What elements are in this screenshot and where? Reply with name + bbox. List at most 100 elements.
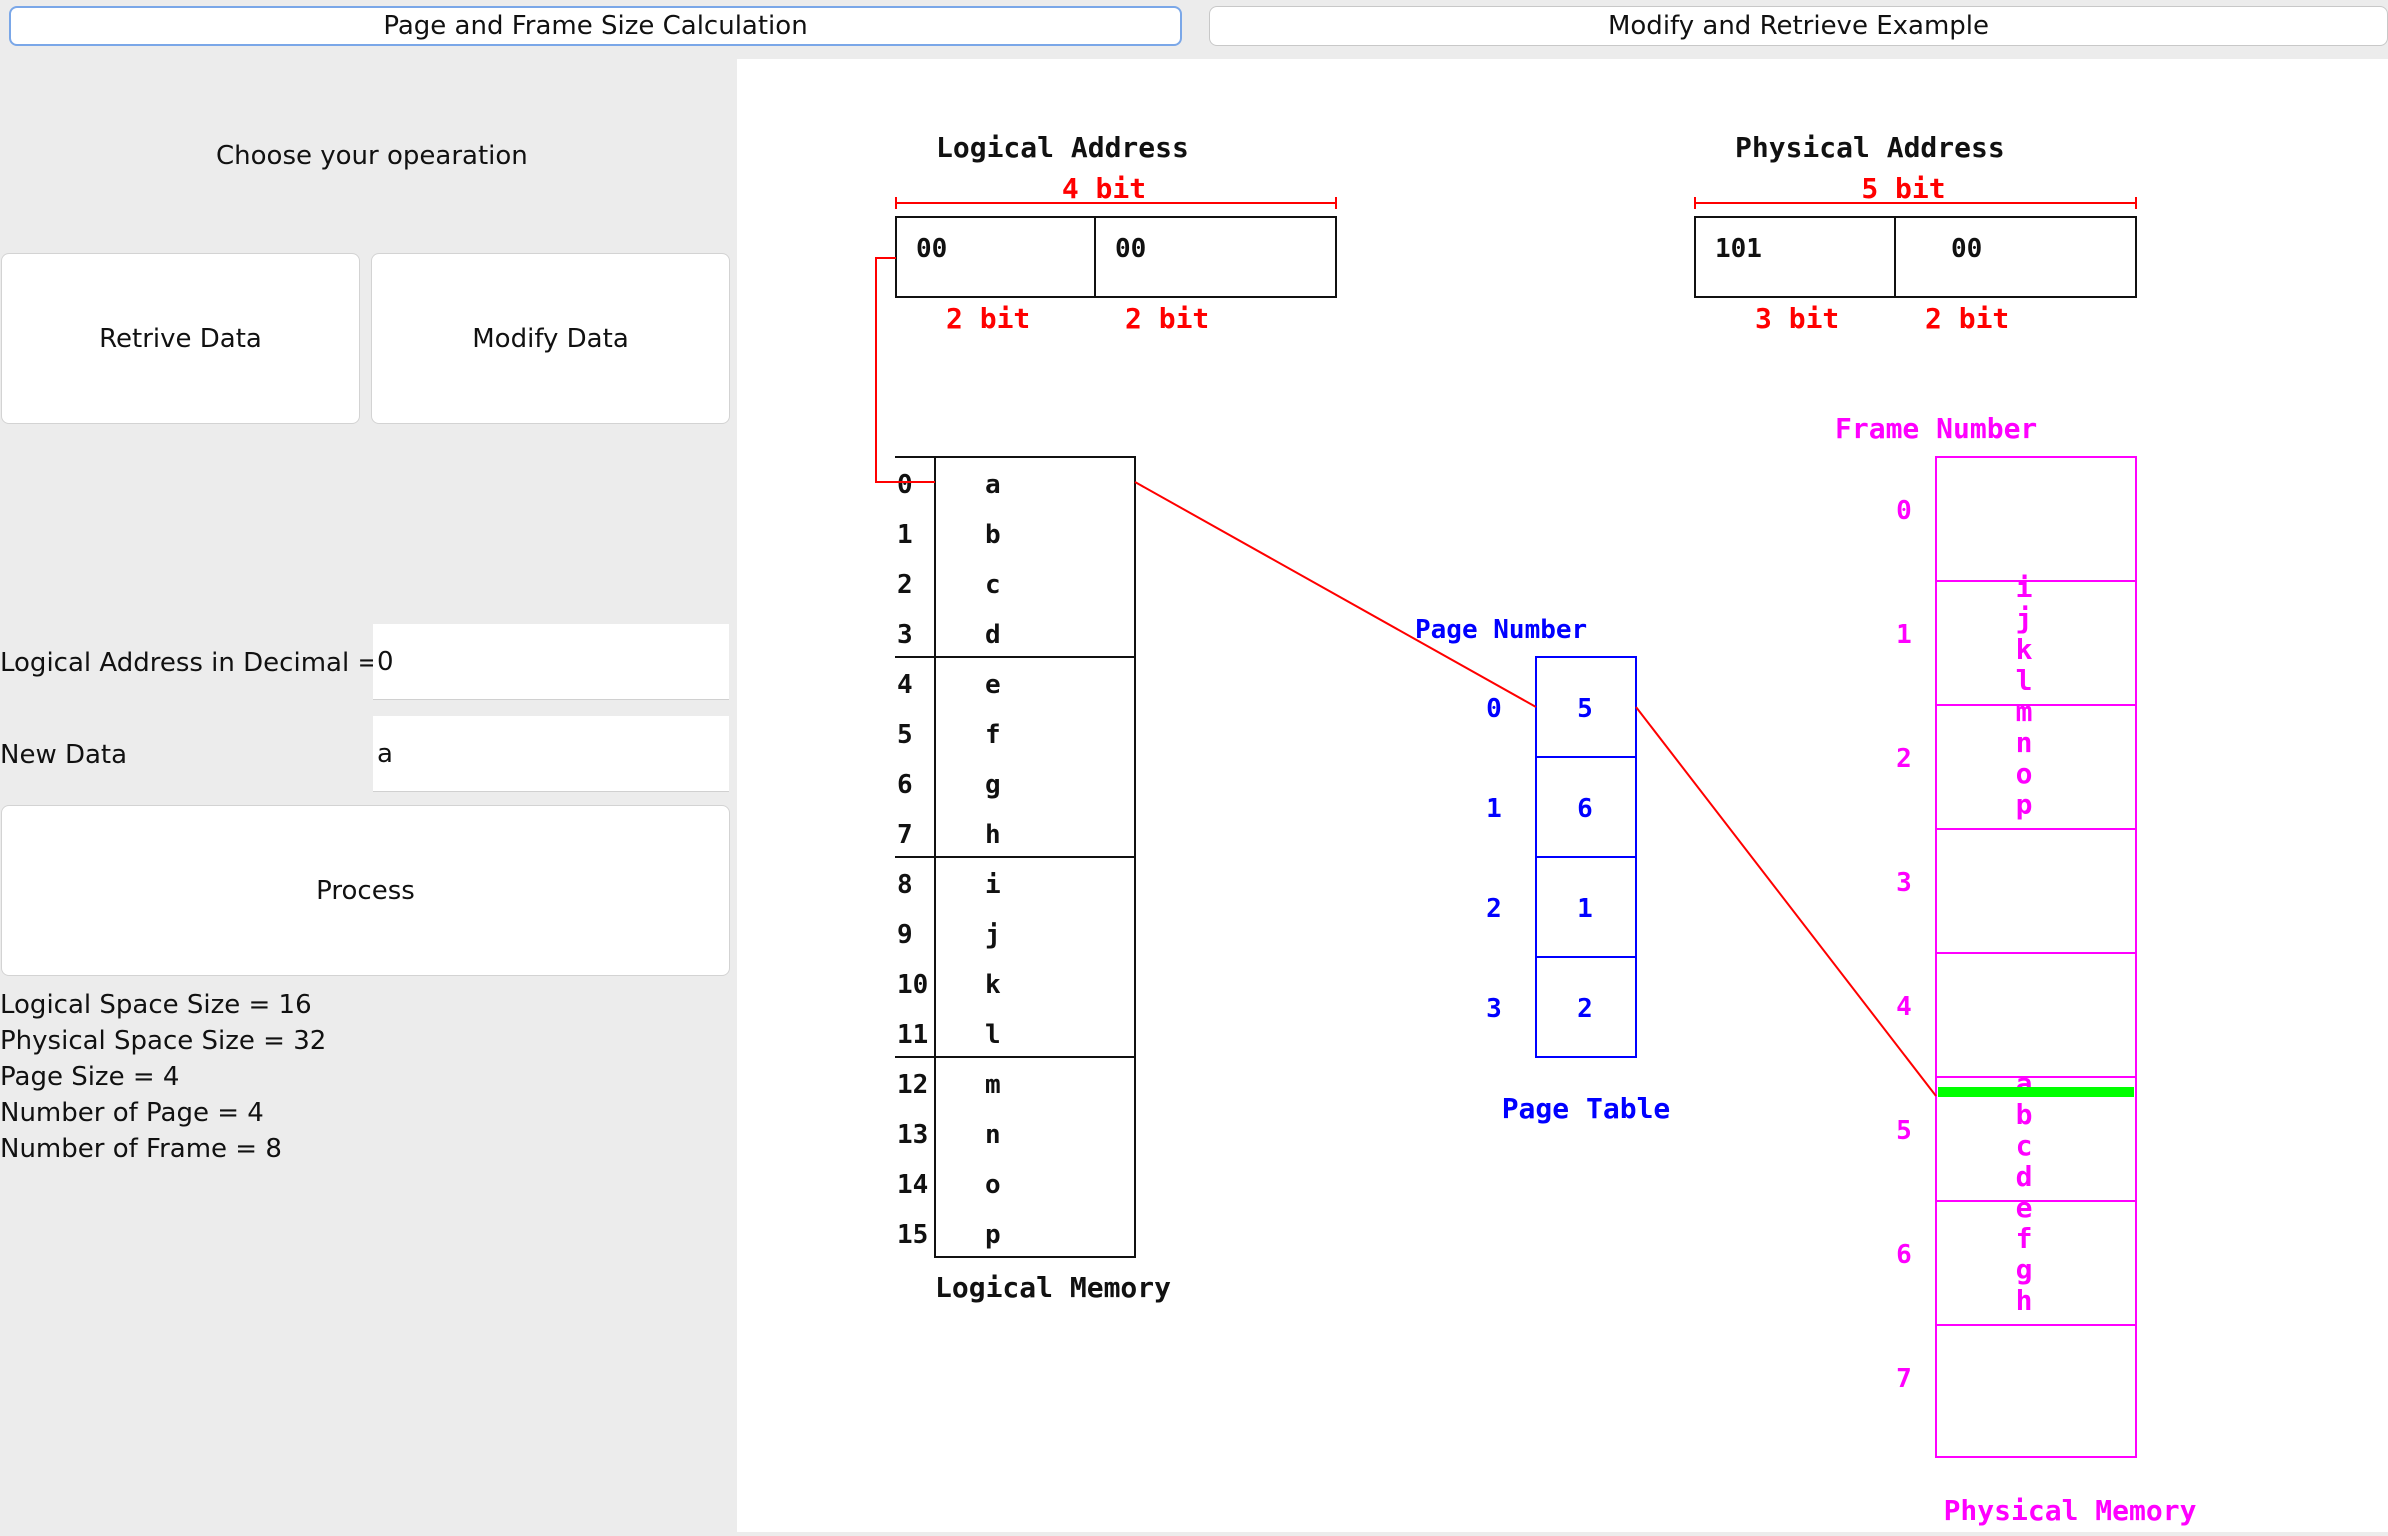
page-table-frame-entry: 5 xyxy=(1577,694,1593,724)
page-table-page-number: 3 xyxy=(1486,994,1502,1024)
tab-modify-retrieve-example[interactable]: Modify and Retrieve Example xyxy=(1209,6,2388,46)
logical-memory-index: 7 xyxy=(897,820,913,850)
physical-address-field-0-bits: 3 bit xyxy=(1755,302,1839,335)
logical-address-title: Logical Address xyxy=(936,131,1189,164)
logical-memory-cell: d xyxy=(985,620,1001,650)
logical-memory-cell: j xyxy=(985,920,1001,950)
logical-memory-cell: n xyxy=(985,1120,1001,1150)
physical-memory-cell: j xyxy=(2016,602,2033,635)
new-data-label: New Data xyxy=(0,740,128,770)
stat-number-of-page: Number of Page = 4 xyxy=(0,1098,264,1128)
page-table-page-number: 1 xyxy=(1486,794,1502,824)
logical-memory-cell: f xyxy=(985,720,1001,750)
logical-memory-cell: b xyxy=(985,520,1001,550)
logical-memory-cell: o xyxy=(985,1170,1001,1200)
logical-memory-cell: p xyxy=(985,1220,1001,1250)
page-table-frame-entry: 2 xyxy=(1577,994,1593,1024)
physical-memory-cell: c xyxy=(2016,1129,2033,1162)
physical-memory-cell: k xyxy=(2016,633,2033,666)
logical-memory-index: 11 xyxy=(897,1020,928,1050)
physical-memory-frame-number: 0 xyxy=(1896,496,1912,526)
logical-memory-index: 5 xyxy=(897,720,913,750)
physical-memory-cell: f xyxy=(2016,1222,2033,1255)
logical-memory-index: 4 xyxy=(897,670,913,700)
stat-physical-space: Physical Space Size = 32 xyxy=(0,1026,327,1056)
physical-memory-cell: n xyxy=(2016,726,2033,759)
physical-memory-cell: i xyxy=(2016,571,2033,604)
logical-memory-cell: g xyxy=(985,770,1001,800)
logical-memory-index: 1 xyxy=(897,520,913,550)
logical-memory-index: 13 xyxy=(897,1120,928,1150)
logical-memory-index: 8 xyxy=(897,870,913,900)
physical-address-box xyxy=(1694,216,2137,298)
logical-memory-index: 15 xyxy=(897,1220,928,1250)
page-table-frame-entry: 1 xyxy=(1577,894,1593,924)
physical-memory-cell: h xyxy=(2016,1284,2033,1317)
physical-memory-title: Physical Memory xyxy=(1944,1494,2197,1527)
logical-memory-cell: e xyxy=(985,670,1001,700)
physical-memory-frame-number: 5 xyxy=(1896,1116,1912,1146)
logical-address-field-0-bits: 2 bit xyxy=(946,302,1030,335)
page-table-frame-entry: 6 xyxy=(1577,794,1593,824)
logical-memory-cell: i xyxy=(985,870,1001,900)
logical-address-link xyxy=(875,257,935,483)
logical-address-label: Logical Address in Decimal = xyxy=(0,648,380,678)
logical-address-field-1: 00 xyxy=(1115,234,1146,264)
page-table-title: Page Table xyxy=(1502,1092,1671,1125)
physical-memory-cell: p xyxy=(2016,788,2033,821)
pagetable-to-physical-link xyxy=(1635,706,1937,1097)
physical-memory-highlight xyxy=(1938,1087,2134,1097)
physical-memory-header: Frame Number xyxy=(1835,412,2037,445)
logical-memory-index: 0 xyxy=(897,470,913,500)
physical-address-field-0: 101 xyxy=(1715,234,1762,264)
physical-memory-frame-number: 3 xyxy=(1896,868,1912,898)
logical-memory-index: 6 xyxy=(897,770,913,800)
logical-memory-cell: m xyxy=(985,1070,1001,1100)
logical-memory-cell: l xyxy=(985,1020,1001,1050)
physical-memory-frame-number: 7 xyxy=(1896,1364,1912,1394)
physical-memory-frame-number: 1 xyxy=(1896,620,1912,650)
logical-address-input[interactable]: 0 xyxy=(373,624,729,700)
logical-memory-cell: h xyxy=(985,820,1001,850)
tab-page-frame-calculation[interactable]: Page and Frame Size Calculation xyxy=(9,6,1182,46)
logical-memory-index: 12 xyxy=(897,1070,928,1100)
physical-memory-cell: m xyxy=(2016,695,2033,728)
stat-number-of-frame: Number of Frame = 8 xyxy=(0,1134,282,1164)
logical-memory-title: Logical Memory xyxy=(935,1271,1171,1304)
physical-memory-cell: b xyxy=(2016,1098,2033,1131)
logical-address-field-1-bits: 2 bit xyxy=(1125,302,1209,335)
paging-diagram: Logical Address 4 bit 00 00 2 bit 2 bit Physic… xyxy=(737,59,2388,1532)
modify-data-button[interactable]: Modify Data xyxy=(371,253,730,424)
physical-memory-cell: l xyxy=(2016,664,2033,697)
logical-memory-cell: a xyxy=(985,470,1001,500)
retrieve-data-button[interactable]: Retrive Data xyxy=(1,253,360,424)
logical-memory-index: 14 xyxy=(897,1170,928,1200)
page-table-header: Page Number xyxy=(1415,615,1587,645)
physical-memory-frame-number: 6 xyxy=(1896,1240,1912,1270)
physical-memory-cell: o xyxy=(2016,757,2033,790)
physical-address-field-1-bits: 2 bit xyxy=(1925,302,2009,335)
physical-memory-cell: d xyxy=(2016,1160,2033,1193)
logical-memory-index: 9 xyxy=(897,920,913,950)
physical-memory-cell: e xyxy=(2016,1191,2033,1224)
physical-address-total-bits: 5 bit xyxy=(1861,172,1945,205)
process-button[interactable]: Process xyxy=(1,805,730,976)
logical-memory-index: 2 xyxy=(897,570,913,600)
logical-memory-cell: k xyxy=(985,970,1001,1000)
physical-memory-cell: g xyxy=(2016,1253,2033,1286)
logical-memory-index: 10 xyxy=(897,970,928,1000)
stat-logical-space: Logical Space Size = 16 xyxy=(0,990,312,1020)
operation-prompt: Choose your opearation xyxy=(216,141,528,171)
physical-address-field-1: 00 xyxy=(1951,234,1982,264)
page-table-page-number: 2 xyxy=(1486,894,1502,924)
logical-to-pagetable-link xyxy=(1134,481,1537,708)
new-data-input[interactable]: a xyxy=(373,716,729,792)
logical-memory-index: 3 xyxy=(897,620,913,650)
physical-memory-frame-number: 2 xyxy=(1896,744,1912,774)
stat-page-size: Page Size = 4 xyxy=(0,1062,180,1092)
logical-address-total-bits: 4 bit xyxy=(1062,172,1146,205)
logical-address-field-0: 00 xyxy=(916,234,947,264)
physical-memory-frame-number: 4 xyxy=(1896,992,1912,1022)
physical-memory-box xyxy=(1935,456,2137,1458)
